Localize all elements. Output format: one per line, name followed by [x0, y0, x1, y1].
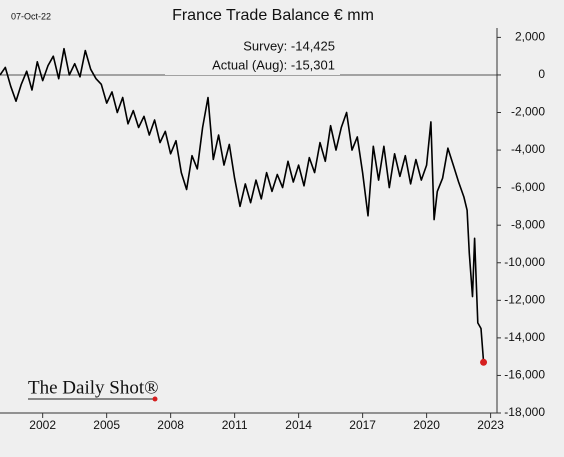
x-tick-label: 2020 [413, 418, 440, 432]
last-point [480, 358, 488, 366]
annotation-bg [165, 38, 340, 56]
y-tick-label: -12,000 [504, 292, 545, 306]
y-tick-label: -10,000 [504, 255, 545, 269]
date: 07-Oct-22 [11, 11, 51, 21]
annotation: Actual (Aug): -15,301 [212, 57, 335, 72]
chart-title: France Trade Balance € mm [172, 7, 374, 24]
x-tick-label: 2002 [29, 418, 56, 432]
x-tick-label: 2014 [285, 418, 312, 432]
y-tick-label: 0 [538, 67, 545, 81]
x-tick-label: 2017 [349, 418, 376, 432]
x-tick-label: 2011 [222, 418, 248, 432]
y-tick-label: 2,000 [515, 30, 545, 44]
y-tick-label: -6,000 [511, 180, 545, 194]
source-dot [152, 396, 158, 402]
y-tick-label: -18,000 [504, 405, 545, 419]
y-tick-label: -16,000 [504, 368, 545, 382]
data-line [0, 47, 485, 363]
y-tick-label: -8,000 [511, 217, 545, 231]
source: The Daily Shot® [28, 377, 159, 398]
x-tick-label: 2005 [93, 418, 120, 432]
y-tick-label: -14,000 [504, 330, 545, 344]
annotation-bg [165, 57, 340, 75]
y-tick-label: -2,000 [511, 105, 545, 119]
x-tick-label: 2008 [157, 418, 184, 432]
annotation: Survey: -14,425 [243, 38, 335, 53]
y-tick-label: -4,000 [511, 142, 545, 156]
x-tick-label: 2023 [477, 418, 504, 432]
